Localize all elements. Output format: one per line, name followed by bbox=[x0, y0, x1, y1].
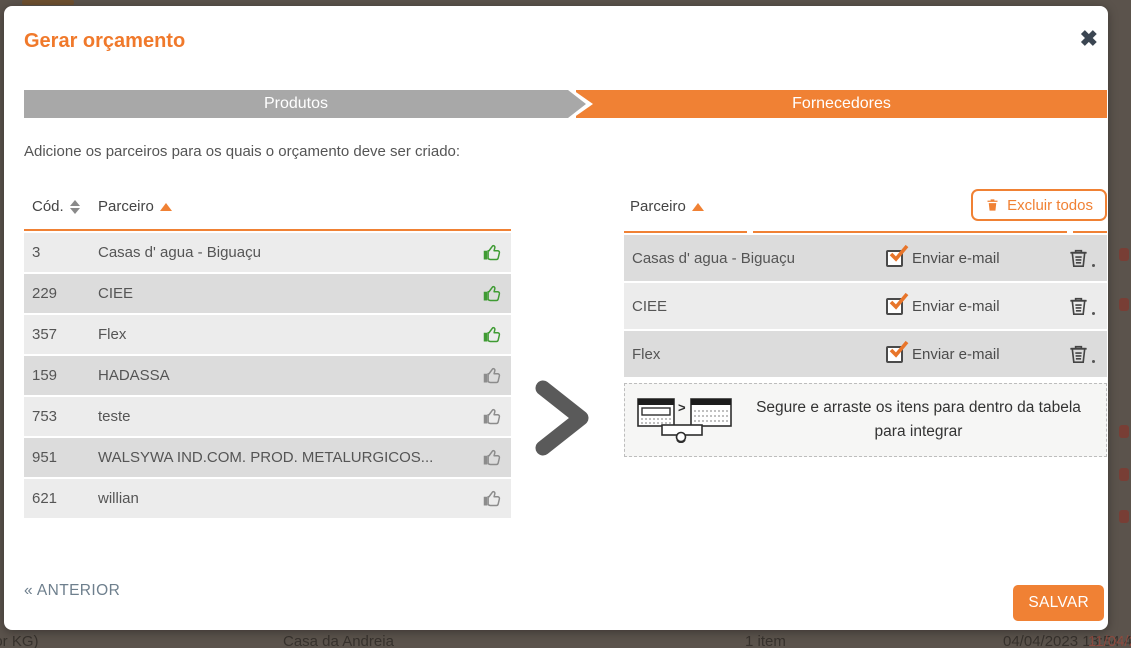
check-icon bbox=[889, 340, 909, 358]
thumbs-up-icon[interactable] bbox=[473, 242, 511, 263]
thumbs-up-icon[interactable] bbox=[473, 488, 511, 509]
target-partners-table: Parceiro Excluir todos Casas d' agua - B… bbox=[624, 184, 1107, 457]
table-row[interactable]: 3 Casas d' agua - Biguaçu bbox=[24, 233, 511, 272]
transfer-chevron-icon bbox=[531, 378, 595, 463]
table-row[interactable]: 229 CIEE bbox=[24, 274, 511, 313]
svg-text:>: > bbox=[678, 400, 686, 415]
check-icon bbox=[889, 244, 909, 262]
partner-code: 3 bbox=[32, 244, 41, 261]
partner-name: Casas d' agua - Biguaçu bbox=[632, 249, 795, 267]
step-arrow-icon bbox=[568, 90, 586, 118]
column-header-partner[interactable]: Parceiro bbox=[630, 198, 704, 215]
source-table-header: Cód. Parceiro bbox=[24, 184, 511, 231]
email-checkbox[interactable] bbox=[886, 340, 909, 363]
table-row[interactable]: 753 teste bbox=[24, 397, 511, 436]
partner-code: 159 bbox=[32, 367, 58, 384]
delete-row-button[interactable] bbox=[1054, 295, 1107, 318]
send-email-option: Enviar e-mail bbox=[886, 340, 1054, 363]
thumbs-up-icon[interactable] bbox=[473, 365, 511, 386]
background-text-fragment: 04/04/2023 13:54:4 bbox=[1003, 633, 1131, 648]
drag-drop-icon: > bbox=[635, 390, 735, 451]
modal-subtitle: Adicione os parceiros para os quais o or… bbox=[24, 143, 461, 160]
partner-code: 621 bbox=[32, 490, 58, 507]
thumbs-up-icon[interactable] bbox=[473, 447, 511, 468]
partner-name: Flex bbox=[632, 345, 661, 363]
partner-name: teste bbox=[98, 408, 131, 425]
table-row: CIEE Enviar e-mail bbox=[624, 283, 1107, 329]
drag-drop-zone[interactable]: > Segure e arraste os itens para dentro … bbox=[624, 383, 1107, 457]
background-button-fragment bbox=[1119, 425, 1129, 438]
partner-name: willian bbox=[98, 490, 139, 507]
column-header-code[interactable]: Cód. bbox=[24, 198, 98, 215]
source-partners-table: Cód. Parceiro 3 Casas d' agua - Biguaçu … bbox=[24, 184, 511, 518]
column-header-partner[interactable]: Parceiro bbox=[98, 198, 172, 215]
partner-name: CIEE bbox=[632, 297, 668, 315]
delete-all-button[interactable]: Excluir todos bbox=[971, 189, 1107, 221]
sort-asc-icon bbox=[159, 202, 172, 211]
column-partner-label: Parceiro bbox=[630, 198, 686, 215]
sort-asc-icon bbox=[691, 202, 704, 211]
trash-icon bbox=[1069, 297, 1087, 315]
background-text-fragment: 1 item bbox=[745, 633, 786, 648]
background-text-fragment: Casa da Andreia bbox=[283, 633, 394, 648]
drag-drop-hint: Segure e arraste os itens para dentro da… bbox=[756, 398, 1081, 440]
email-checkbox[interactable] bbox=[886, 244, 909, 267]
email-label: Enviar e-mail bbox=[912, 297, 1000, 315]
table-row[interactable]: 951 WALSYWA IND.COM. PROD. METALURGICOS.… bbox=[24, 438, 511, 477]
background-button-fragment bbox=[1119, 248, 1129, 261]
thumbs-up-icon[interactable] bbox=[473, 324, 511, 345]
delete-row-button[interactable] bbox=[1054, 247, 1107, 270]
thumbs-up-icon[interactable] bbox=[473, 283, 511, 304]
delete-row-button[interactable] bbox=[1054, 343, 1107, 366]
background-button-fragment bbox=[1119, 510, 1129, 523]
close-icon[interactable]: ✖ bbox=[1079, 26, 1098, 51]
trash-icon bbox=[987, 199, 998, 211]
partner-code: 229 bbox=[32, 285, 58, 302]
table-row: Flex Enviar e-mail bbox=[624, 331, 1107, 377]
partner-name: CIEE bbox=[98, 285, 134, 302]
step-produtos[interactable]: Produtos bbox=[24, 90, 568, 118]
sort-both-icon bbox=[69, 199, 80, 214]
email-label: Enviar e-mail bbox=[912, 345, 1000, 363]
modal-title: Gerar orçamento bbox=[24, 30, 186, 52]
partner-name: HADASSA bbox=[98, 367, 170, 384]
table-row[interactable]: 357 Flex bbox=[24, 315, 511, 354]
column-code-label: Cód. bbox=[32, 198, 64, 215]
thumbs-up-icon[interactable] bbox=[473, 406, 511, 427]
table-row: Casas d' agua - Biguaçu Enviar e-mail bbox=[624, 235, 1107, 281]
trash-icon bbox=[1069, 345, 1087, 363]
previous-step-link[interactable]: « ANTERIOR bbox=[24, 582, 121, 599]
background-button-fragment bbox=[1119, 468, 1129, 481]
generate-quote-modal: Gerar orçamento ✖ Produtos Fornecedores … bbox=[4, 6, 1108, 630]
check-icon bbox=[889, 292, 909, 310]
step-bar: Produtos Fornecedores bbox=[24, 90, 1107, 118]
save-button[interactable]: SALVAR bbox=[1013, 585, 1104, 621]
step-fornecedores[interactable]: Fornecedores bbox=[576, 90, 1107, 118]
table-row[interactable]: 621 willian bbox=[24, 479, 511, 518]
partner-name: Flex bbox=[98, 326, 127, 343]
partner-code: 951 bbox=[32, 449, 58, 466]
partner-name: Casas d' agua - Biguaçu bbox=[98, 244, 261, 261]
partner-code: 753 bbox=[32, 408, 58, 425]
email-label: Enviar e-mail bbox=[912, 249, 1000, 267]
partner-code: 357 bbox=[32, 326, 58, 343]
header-underline bbox=[624, 231, 1107, 233]
background-button-fragment bbox=[1119, 298, 1129, 311]
background-text-fragment: 11/04/2 bbox=[1088, 633, 1131, 648]
partner-name: WALSYWA IND.COM. PROD. METALURGICOS... bbox=[98, 449, 434, 466]
column-partner-label: Parceiro bbox=[98, 198, 154, 215]
table-row[interactable]: 159 HADASSA bbox=[24, 356, 511, 395]
delete-all-label: Excluir todos bbox=[1007, 196, 1093, 214]
email-checkbox[interactable] bbox=[886, 292, 909, 315]
send-email-option: Enviar e-mail bbox=[886, 244, 1054, 267]
target-table-header: Parceiro Excluir todos bbox=[624, 184, 1107, 231]
background-text-fragment bbox=[22, 0, 74, 5]
send-email-option: Enviar e-mail bbox=[886, 292, 1054, 315]
trash-icon bbox=[1069, 249, 1087, 267]
background-text-fragment: por KG) bbox=[0, 633, 39, 648]
